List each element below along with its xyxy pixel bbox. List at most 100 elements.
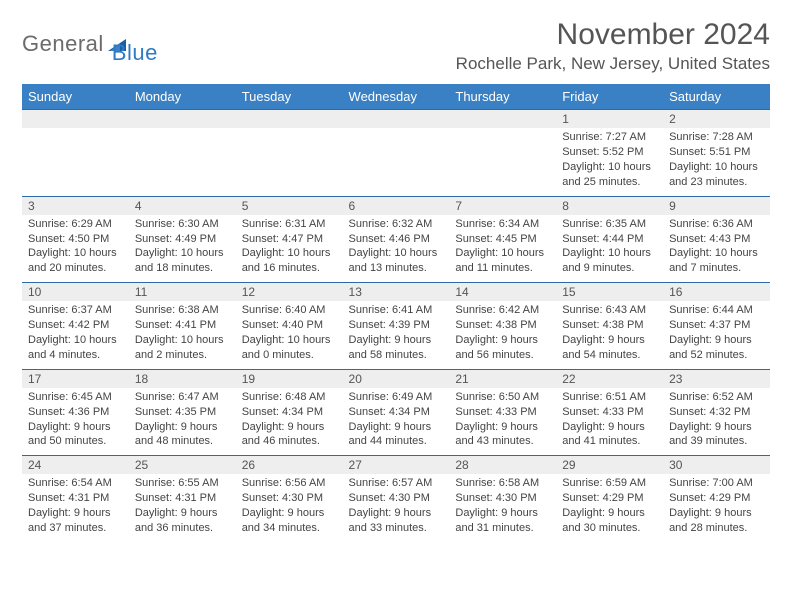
daylight-text: and 58 minutes. (349, 348, 444, 363)
day-cell: Sunrise: 6:41 AMSunset: 4:39 PMDaylight:… (343, 301, 450, 369)
daylight-text: Daylight: 10 hours (562, 246, 657, 261)
daylight-text: and 30 minutes. (562, 521, 657, 536)
sunrise-text: Sunrise: 6:56 AM (242, 476, 337, 491)
daylight-text: Daylight: 9 hours (28, 420, 123, 435)
detail-row: Sunrise: 6:29 AMSunset: 4:50 PMDaylight:… (22, 215, 770, 283)
day-number: 21 (449, 369, 556, 388)
day-number: 9 (663, 196, 770, 215)
daylight-text: and 7 minutes. (669, 261, 764, 276)
sunrise-text: Sunrise: 7:00 AM (669, 476, 764, 491)
daylight-text: and 2 minutes. (135, 348, 230, 363)
daylight-text: and 23 minutes. (669, 175, 764, 190)
daylight-text: and 44 minutes. (349, 434, 444, 449)
day-number: 17 (22, 369, 129, 388)
daylight-text: and 16 minutes. (242, 261, 337, 276)
sunset-text: Sunset: 4:31 PM (135, 491, 230, 506)
daylight-text: and 41 minutes. (562, 434, 657, 449)
page-title: November 2024 (456, 18, 770, 52)
daylight-text: Daylight: 9 hours (242, 420, 337, 435)
day-cell: Sunrise: 6:58 AMSunset: 4:30 PMDaylight:… (449, 474, 556, 541)
day-number: 15 (556, 283, 663, 302)
day-cell: Sunrise: 6:31 AMSunset: 4:47 PMDaylight:… (236, 215, 343, 283)
sunrise-text: Sunrise: 6:29 AM (28, 217, 123, 232)
detail-row: Sunrise: 6:45 AMSunset: 4:36 PMDaylight:… (22, 388, 770, 456)
sunrise-text: Sunrise: 6:52 AM (669, 390, 764, 405)
daylight-text: Daylight: 9 hours (562, 333, 657, 348)
sunset-text: Sunset: 4:41 PM (135, 318, 230, 333)
daylight-text: and 46 minutes. (242, 434, 337, 449)
day-number: 25 (129, 456, 236, 475)
sunset-text: Sunset: 4:43 PM (669, 232, 764, 247)
daynum-row: 24252627282930 (22, 456, 770, 475)
daylight-text: Daylight: 10 hours (135, 246, 230, 261)
day-number: 5 (236, 196, 343, 215)
day-number: 12 (236, 283, 343, 302)
day-number: 19 (236, 369, 343, 388)
day-cell: Sunrise: 7:27 AMSunset: 5:52 PMDaylight:… (556, 128, 663, 196)
sunset-text: Sunset: 4:42 PM (28, 318, 123, 333)
daylight-text: Daylight: 9 hours (669, 333, 764, 348)
weekday-header: Sunday (22, 84, 129, 110)
sunset-text: Sunset: 5:52 PM (562, 145, 657, 160)
day-cell: Sunrise: 6:34 AMSunset: 4:45 PMDaylight:… (449, 215, 556, 283)
sunrise-text: Sunrise: 6:47 AM (135, 390, 230, 405)
day-number: 18 (129, 369, 236, 388)
daylight-text: and 39 minutes. (669, 434, 764, 449)
day-number: 7 (449, 196, 556, 215)
daylight-text: Daylight: 9 hours (28, 506, 123, 521)
day-cell: Sunrise: 6:59 AMSunset: 4:29 PMDaylight:… (556, 474, 663, 541)
daynum-row: 17181920212223 (22, 369, 770, 388)
sunrise-text: Sunrise: 6:57 AM (349, 476, 444, 491)
sunrise-text: Sunrise: 6:59 AM (562, 476, 657, 491)
day-number: 28 (449, 456, 556, 475)
day-number: 30 (663, 456, 770, 475)
daylight-text: and 43 minutes. (455, 434, 550, 449)
daylight-text: Daylight: 9 hours (455, 333, 550, 348)
weekday-header: Thursday (449, 84, 556, 110)
logo: General Blue (22, 18, 158, 66)
sunrise-text: Sunrise: 6:54 AM (28, 476, 123, 491)
daylight-text: Daylight: 9 hours (349, 420, 444, 435)
header: General Blue November 2024 Rochelle Park… (22, 18, 770, 74)
sunset-text: Sunset: 4:33 PM (455, 405, 550, 420)
sunset-text: Sunset: 4:29 PM (562, 491, 657, 506)
calendar-table: Sunday Monday Tuesday Wednesday Thursday… (22, 84, 770, 542)
sunrise-text: Sunrise: 7:27 AM (562, 130, 657, 145)
daylight-text: Daylight: 9 hours (349, 333, 444, 348)
daylight-text: Daylight: 9 hours (135, 506, 230, 521)
logo-word-1: General (22, 31, 104, 57)
day-cell: Sunrise: 6:51 AMSunset: 4:33 PMDaylight:… (556, 388, 663, 456)
daylight-text: Daylight: 10 hours (28, 333, 123, 348)
day-number: 8 (556, 196, 663, 215)
day-cell: Sunrise: 6:37 AMSunset: 4:42 PMDaylight:… (22, 301, 129, 369)
day-number: 10 (22, 283, 129, 302)
weekday-header: Monday (129, 84, 236, 110)
daylight-text: and 13 minutes. (349, 261, 444, 276)
sunrise-text: Sunrise: 6:44 AM (669, 303, 764, 318)
day-cell (22, 128, 129, 196)
day-number: 4 (129, 196, 236, 215)
daylight-text: and 50 minutes. (28, 434, 123, 449)
day-number: 1 (556, 110, 663, 129)
day-cell: Sunrise: 7:00 AMSunset: 4:29 PMDaylight:… (663, 474, 770, 541)
daylight-text: Daylight: 9 hours (669, 420, 764, 435)
daylight-text: and 34 minutes. (242, 521, 337, 536)
sunset-text: Sunset: 4:38 PM (562, 318, 657, 333)
day-number: 16 (663, 283, 770, 302)
day-number: 14 (449, 283, 556, 302)
daylight-text: Daylight: 10 hours (242, 246, 337, 261)
daylight-text: Daylight: 9 hours (455, 420, 550, 435)
daylight-text: Daylight: 9 hours (669, 506, 764, 521)
day-cell: Sunrise: 6:44 AMSunset: 4:37 PMDaylight:… (663, 301, 770, 369)
detail-row: Sunrise: 7:27 AMSunset: 5:52 PMDaylight:… (22, 128, 770, 196)
daynum-row: 3456789 (22, 196, 770, 215)
daylight-text: and 25 minutes. (562, 175, 657, 190)
sunrise-text: Sunrise: 6:48 AM (242, 390, 337, 405)
sunset-text: Sunset: 4:30 PM (242, 491, 337, 506)
daylight-text: Daylight: 10 hours (349, 246, 444, 261)
day-number: 2 (663, 110, 770, 129)
day-cell: Sunrise: 6:56 AMSunset: 4:30 PMDaylight:… (236, 474, 343, 541)
sunset-text: Sunset: 4:38 PM (455, 318, 550, 333)
day-cell: Sunrise: 6:40 AMSunset: 4:40 PMDaylight:… (236, 301, 343, 369)
day-cell: Sunrise: 6:48 AMSunset: 4:34 PMDaylight:… (236, 388, 343, 456)
